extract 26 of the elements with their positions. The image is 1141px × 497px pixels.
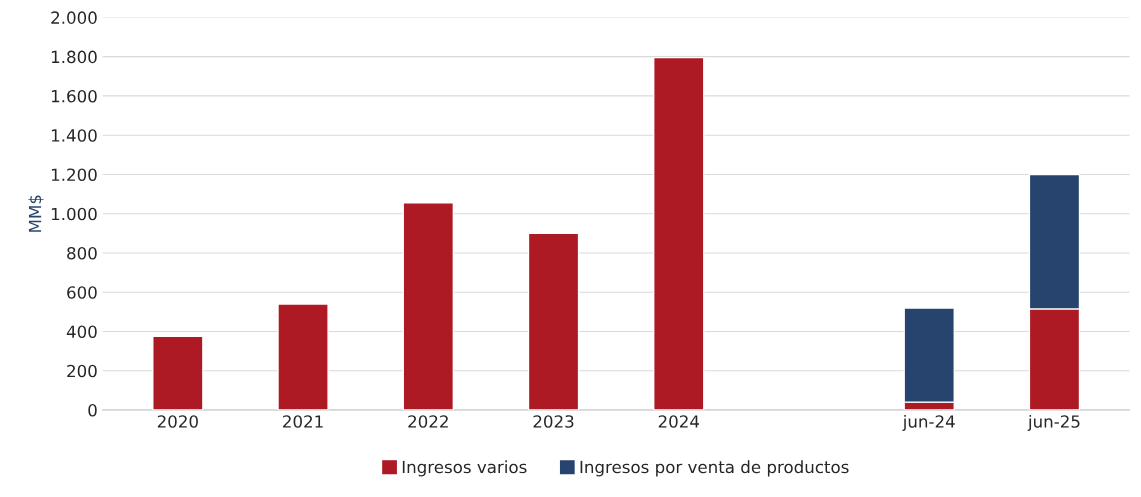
x-tick-label: 2024 <box>658 415 700 428</box>
x-tick-label: 2020 <box>157 415 198 428</box>
bar <box>277 303 329 411</box>
y-tick-label: 400 <box>66 325 97 339</box>
y-tick-label: 600 <box>67 286 97 299</box>
bar <box>653 56 705 411</box>
y-tick-label: 1.800 <box>51 50 97 64</box>
x-tick-label: jun-24 <box>902 414 955 432</box>
y-tick-label: 1.600 <box>51 89 97 103</box>
bar <box>527 232 580 411</box>
y-tick-label: 2.000 <box>51 11 97 24</box>
y-tick-label: 800 <box>67 246 97 260</box>
y-tick-label: 1.200 <box>51 168 97 182</box>
y-axis-title: MM$ <box>28 195 44 232</box>
y-tick-label: 1.000 <box>51 207 97 221</box>
y-tick-label: 1.400 <box>51 129 97 142</box>
bar <box>402 202 455 411</box>
y-tick-label: 200 <box>67 364 97 378</box>
y-tick-label: 0 <box>88 403 97 417</box>
x-tick-label: jun-25 <box>1027 414 1080 432</box>
legend-label: Ingresos por venta de productos <box>580 460 849 477</box>
legend-label: Ingresos varios <box>402 460 527 477</box>
x-tick-label: 2021 <box>283 415 323 428</box>
bar <box>152 335 204 411</box>
x-tick-label: 2023 <box>533 415 574 428</box>
x-tick-label: 2022 <box>408 415 448 428</box>
